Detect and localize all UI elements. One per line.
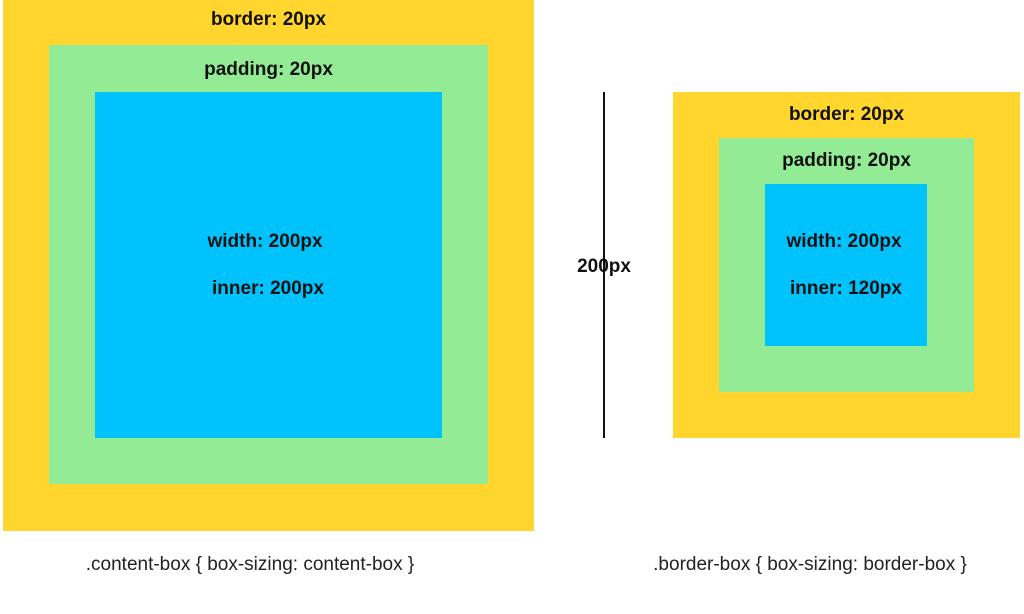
border-box-caption: .border-box { box-sizing: border-box } [653,554,967,575]
border-box-border-label: border: 20px [788,104,905,125]
height-measure-label: 200px [577,256,631,277]
content-box-border-label: border: 20px [210,9,327,30]
content-box-padding-label: padding: 20px [204,59,333,80]
border-box-width-label: width: 200px [786,231,902,252]
border-box-padding-label: padding: 20px [782,150,911,171]
border-box-content-area [765,184,927,346]
height-measure-line [603,92,605,438]
content-box-width-label: width: 200px [207,231,323,252]
border-box-inner-label: inner: 120px [790,278,902,299]
content-box-inner-label: inner: 200px [212,278,324,299]
content-box-caption: .content-box { box-sizing: content-box } [85,554,415,575]
content-box-content-area [95,92,442,438]
